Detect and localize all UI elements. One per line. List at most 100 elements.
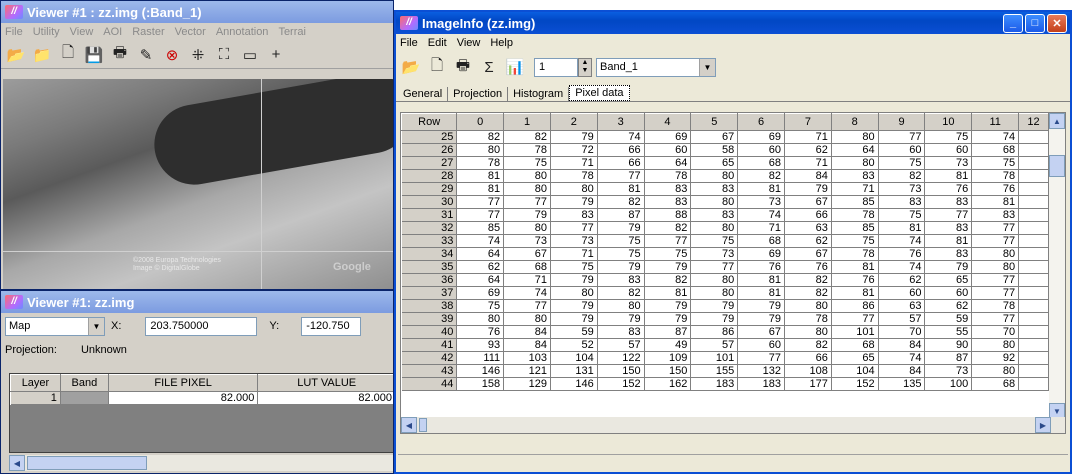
col-8[interactable]: 8 (830, 113, 879, 131)
col-0[interactable]: 0 (456, 113, 505, 131)
maximize-button[interactable]: □ (1025, 13, 1045, 33)
col-11[interactable]: 11 (971, 113, 1020, 131)
measure-icon[interactable]: ▭ (242, 46, 258, 64)
viewer-menu-view[interactable]: View (69, 26, 94, 38)
table-row[interactable]: 38 75 77 79 80 79 79 79 80 86 63 62 78 (401, 299, 1049, 313)
col-9[interactable]: 9 (877, 113, 926, 131)
table-row[interactable]: 34 64 67 71 75 75 73 69 67 78 76 83 80 (401, 247, 1049, 261)
tab-pixel-data[interactable]: Pixel data (569, 85, 630, 101)
col-4[interactable]: 4 (643, 113, 692, 131)
col-6[interactable]: 6 (737, 113, 786, 131)
sigma-icon[interactable]: Σ (484, 58, 494, 76)
viewer-menu-raster[interactable]: Raster (132, 26, 165, 38)
layer-spinner-icon[interactable]: ▲ ▼ (578, 57, 592, 77)
scroll-left-icon[interactable]: ◀ (401, 417, 417, 433)
chevron-down-icon[interactable]: ▼ (699, 58, 715, 76)
scroll-thumb[interactable] (1049, 155, 1065, 177)
open-folder-icon[interactable]: 📂 (401, 59, 421, 76)
scroll-thumb[interactable] (27, 456, 147, 470)
zoom-icon[interactable]: ⁜ (191, 46, 205, 64)
imageinfo-menu-view[interactable]: View (456, 37, 481, 49)
chevron-down-icon[interactable]: ▼ (88, 317, 104, 335)
new-page-icon[interactable]: 🗋 (430, 56, 444, 74)
crosshair-icon[interactable]: + (271, 46, 281, 63)
table-row[interactable]: 26 80 78 72 66 60 58 60 62 64 60 60 68 (401, 143, 1049, 157)
histogram-icon[interactable]: 📊 (505, 59, 525, 76)
horizontal-scrollbar[interactable]: ◀ ▶ (401, 417, 1065, 433)
print-icon[interactable]: 🖶 (455, 56, 471, 74)
inquire-title-bar[interactable]: // Viewer #1: zz.img (1, 291, 393, 313)
table-row[interactable]: 39 80 80 79 79 79 79 79 78 77 57 59 77 (401, 312, 1049, 326)
vertical-scrollbar[interactable]: ▲ ▼ (1049, 113, 1065, 419)
col-layer[interactable]: Layer (10, 374, 61, 392)
viewer-title-bar[interactable]: // Viewer #1 : zz.img (:Band_1) (1, 1, 393, 23)
table-row[interactable]: 36 64 71 79 83 82 80 81 82 76 62 65 77 (401, 273, 1049, 287)
table-row[interactable]: 37 69 74 80 82 81 80 81 82 81 60 60 77 (401, 286, 1049, 300)
viewer-menu-aoi[interactable]: AOI (103, 26, 123, 38)
pixel-cell: 83 (597, 273, 645, 287)
imageinfo-menu-help[interactable]: Help (490, 37, 513, 49)
fit-icon[interactable]: ⛶ (218, 46, 230, 63)
imageinfo-title-bar[interactable]: // ImageInfo (zz.img) _ □ ✕ (396, 12, 1070, 34)
col-lut-value[interactable]: LUT VALUE (257, 374, 393, 392)
scroll-left-icon[interactable]: ◀ (9, 455, 25, 471)
table-row[interactable]: 31 77 79 83 87 88 83 74 66 78 75 77 83 (401, 208, 1049, 222)
tab-histogram[interactable]: Histogram (508, 87, 570, 101)
table-row[interactable]: 43 146 121 131 150 150 155 132 108 104 84 73 80 (401, 364, 1049, 378)
col-7[interactable]: 7 (784, 113, 832, 131)
table-row[interactable]: 41 93 84 52 57 49 57 60 82 68 84 90 80 (401, 338, 1049, 352)
scroll-thumb[interactable] (419, 418, 427, 432)
col-row[interactable]: Row (401, 113, 458, 131)
col-2[interactable]: 2 (549, 113, 598, 131)
tab-general[interactable]: General (398, 87, 449, 101)
table-row[interactable]: 28 81 80 78 77 78 80 82 84 83 82 81 78 (401, 169, 1049, 183)
pixel-cell: 81 (456, 182, 505, 196)
inquire-icon[interactable]: ⊗ (165, 46, 179, 64)
inquire-h-scrollbar[interactable]: ◀ (9, 455, 393, 471)
viewer-menu-vector[interactable]: Vector (174, 26, 206, 38)
coord-type-select[interactable]: Map ▼ (5, 316, 105, 336)
col-1[interactable]: 1 (503, 113, 551, 131)
x-coordinate-field[interactable]: 203.750000 (145, 316, 258, 336)
table-row[interactable]: 32 85 80 77 79 82 80 71 63 85 81 83 77 (401, 221, 1049, 235)
table-row[interactable]: 44 158 129 146 152 162 183 183 177 152 135 100 68 (401, 377, 1049, 391)
imageinfo-menu-edit[interactable]: Edit (427, 37, 447, 49)
open-layer-icon[interactable]: 📁 (32, 46, 52, 64)
viewer-menu-utility[interactable]: Utility (32, 26, 60, 38)
viewer-menu-file[interactable]: File (5, 26, 23, 38)
pixel-cell: 69 (644, 130, 692, 144)
pixel-cell: 66 (597, 143, 645, 157)
satellite-image-view[interactable]: ©2008 Europa Technologies Image © Digita… (3, 79, 393, 289)
col-10[interactable]: 10 (924, 113, 973, 131)
table-row[interactable]: 1 82.000 82.000 (10, 391, 393, 405)
viewer-menu-annotation[interactable]: Annotation (215, 26, 269, 38)
scroll-right-icon[interactable]: ▶ (1035, 417, 1051, 433)
close-button[interactable]: ✕ (1047, 13, 1067, 33)
tab-projection[interactable]: Projection (448, 87, 509, 101)
table-row[interactable]: 42 111 103 104 122 109 101 77 66 65 74 87 92 (401, 351, 1049, 365)
table-row[interactable]: 29 81 80 80 81 83 83 81 79 71 73 76 76 (401, 182, 1049, 196)
viewer-menu-terrai[interactable]: Terrai (278, 26, 306, 38)
table-row[interactable]: 35 62 68 75 79 79 77 76 76 81 74 79 80 (401, 260, 1049, 274)
col-file-pixel[interactable]: FILE PIXEL (107, 374, 259, 392)
y-coordinate-field[interactable]: -120.750 (301, 316, 362, 336)
col-3[interactable]: 3 (596, 113, 645, 131)
save-icon[interactable]: 💾 (84, 46, 104, 64)
band-select[interactable]: Band_1 ▼ (596, 57, 716, 77)
col-12[interactable]: 12 (1018, 113, 1049, 131)
table-row[interactable]: 25 82 82 79 74 69 67 69 71 80 77 75 74 (401, 130, 1049, 144)
open-folder-icon[interactable]: 📂 (6, 46, 26, 64)
imageinfo-menu-file[interactable]: File (400, 37, 418, 49)
print-icon[interactable]: 🖶 (112, 44, 128, 61)
layer-number-field[interactable]: 1 (534, 57, 578, 77)
table-row[interactable]: 40 76 84 59 83 87 86 67 80 101 70 55 70 (401, 325, 1049, 339)
col-band[interactable]: Band (59, 374, 109, 392)
minimize-button[interactable]: _ (1003, 13, 1023, 33)
table-row[interactable]: 30 77 77 79 82 83 80 73 67 85 83 83 81 (401, 195, 1049, 209)
table-row[interactable]: 33 74 73 73 75 77 75 68 62 75 74 81 77 (401, 234, 1049, 248)
col-5[interactable]: 5 (690, 113, 739, 131)
table-row[interactable]: 27 78 75 71 66 64 65 68 71 80 75 73 75 (401, 156, 1049, 170)
scroll-up-icon[interactable]: ▲ (1049, 113, 1065, 129)
eraser-icon[interactable]: ✎ (139, 46, 153, 64)
page-icon[interactable]: 🗋 (61, 44, 75, 61)
